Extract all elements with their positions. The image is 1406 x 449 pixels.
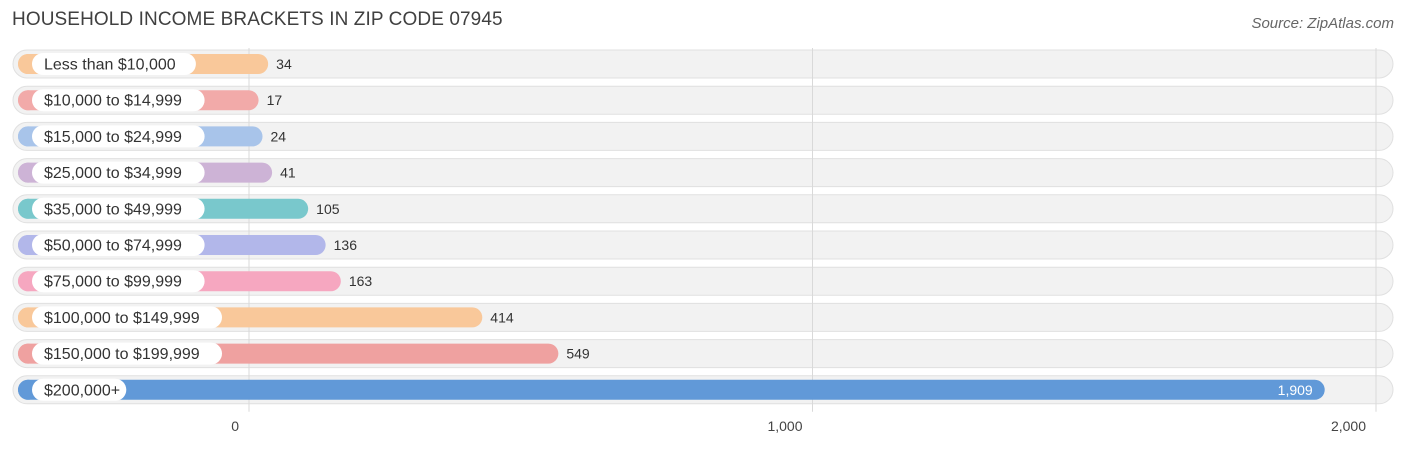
category-label-bg: [32, 53, 196, 75]
category-label-bg: [32, 197, 205, 220]
row-track: [12, 121, 1394, 151]
row-track: [12, 194, 1394, 224]
x-tick-label: 1,000: [767, 418, 802, 434]
value-label: 1,909: [1278, 382, 1313, 398]
bar-cap: [18, 54, 38, 74]
bar-cap: [18, 343, 38, 364]
value-label: 136: [334, 237, 358, 253]
category-label: $25,000 to $34,999: [44, 165, 182, 182]
category-label: $50,000 to $74,999: [44, 238, 182, 255]
category-label-bg: [32, 125, 205, 148]
value-label: 414: [490, 309, 514, 325]
bar-cap: [18, 126, 38, 147]
category-label: $200,000+: [44, 382, 120, 399]
value-label: 34: [276, 56, 292, 72]
bar-cap: [18, 235, 38, 255]
chart-title: HOUSEHOLD INCOME BRACKETS IN ZIP CODE 07…: [12, 9, 503, 30]
row-track: [12, 49, 1394, 79]
bar-cap: [18, 307, 38, 328]
category-label-bg: [32, 342, 222, 365]
category-label: $150,000 to $199,999: [44, 346, 200, 363]
category-label: $35,000 to $49,999: [44, 201, 182, 218]
value-label: 105: [316, 201, 340, 217]
value-label: 549: [566, 346, 590, 362]
bar-cap: [18, 162, 38, 183]
category-label: $15,000 to $24,999: [44, 129, 182, 146]
category-label-bg: [32, 234, 205, 256]
x-tick-label: 2,000: [1331, 418, 1366, 434]
category-label-bg: [32, 306, 222, 329]
value-label: 163: [349, 273, 373, 289]
category-label: $10,000 to $14,999: [44, 93, 182, 110]
row-track: [12, 266, 1394, 296]
bar: [18, 379, 1325, 400]
value-label: 24: [271, 128, 287, 144]
row-track: [12, 85, 1394, 115]
row-track: [12, 230, 1394, 260]
category-label-bg: [32, 161, 205, 184]
category-label-bg: [32, 378, 127, 401]
bar-cap: [18, 198, 38, 219]
category-label: Less than $10,000: [44, 57, 176, 74]
value-label: 17: [267, 92, 283, 108]
row-track: [12, 158, 1394, 188]
category-label: $75,000 to $99,999: [44, 274, 182, 291]
chart-source: Source: ZipAtlas.com: [1251, 15, 1394, 32]
bar-cap: [18, 90, 38, 111]
bar-cap: [18, 379, 38, 400]
category-label: $100,000 to $149,999: [44, 310, 200, 327]
value-label: 41: [280, 165, 296, 181]
bar-cap: [18, 271, 38, 292]
category-label-bg: [32, 270, 205, 293]
category-label-bg: [32, 89, 205, 112]
x-tick-label: 0: [231, 418, 239, 434]
